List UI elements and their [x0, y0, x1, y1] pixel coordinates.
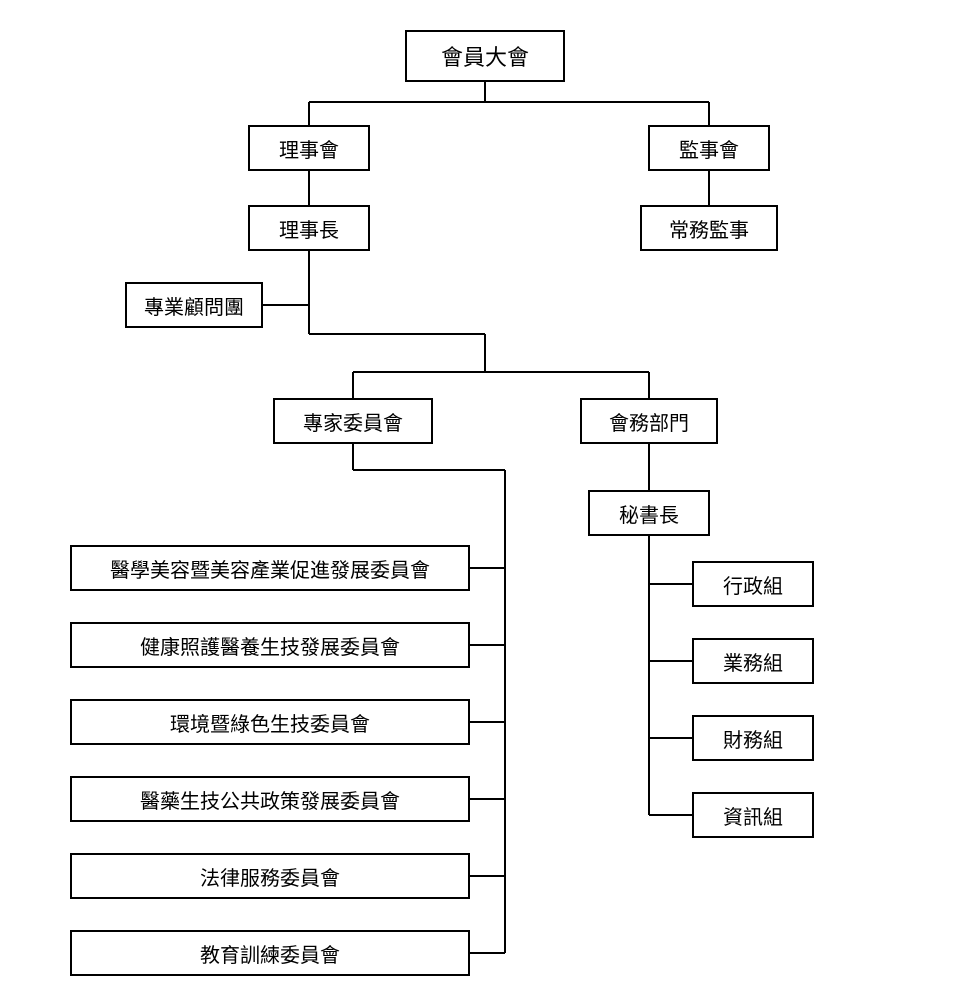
node-secretary-general: 秘書長 [588, 490, 710, 536]
node-dept-finance: 財務組 [692, 715, 814, 761]
node-label: 財務組 [723, 724, 783, 753]
node-committee-3: 環境暨綠色生技委員會 [70, 699, 470, 745]
node-standing-supervisor: 常務監事 [640, 205, 778, 251]
node-label: 秘書長 [619, 499, 679, 528]
node-label: 健康照護醫養生技發展委員會 [140, 631, 400, 660]
node-label: 專業顧問團 [144, 291, 244, 320]
node-expert-committee: 專家委員會 [273, 398, 433, 444]
node-label: 環境暨綠色生技委員會 [170, 708, 370, 737]
node-label: 專家委員會 [303, 407, 403, 436]
node-label: 理事長 [279, 214, 339, 243]
node-label: 資訊組 [723, 801, 783, 830]
node-advisory-group: 專業顧問團 [125, 282, 263, 328]
node-label: 會員大會 [441, 40, 529, 72]
connector-lines [0, 0, 962, 1000]
node-affairs-department: 會務部門 [580, 398, 718, 444]
node-dept-admin: 行政組 [692, 561, 814, 607]
node-label: 監事會 [679, 134, 739, 163]
node-general-assembly: 會員大會 [405, 30, 565, 82]
node-board-of-supervisors: 監事會 [648, 125, 770, 171]
node-label: 理事會 [279, 134, 339, 163]
node-label: 法律服務委員會 [200, 862, 340, 891]
node-committee-6: 教育訓練委員會 [70, 930, 470, 976]
node-label: 業務組 [723, 647, 783, 676]
node-label: 醫藥生技公共政策發展委員會 [140, 785, 400, 814]
node-label: 教育訓練委員會 [200, 939, 340, 968]
node-chairman: 理事長 [248, 205, 370, 251]
node-board-of-directors: 理事會 [248, 125, 370, 171]
node-label: 醫學美容暨美容產業促進發展委員會 [110, 554, 430, 583]
node-committee-2: 健康照護醫養生技發展委員會 [70, 622, 470, 668]
node-committee-4: 醫藥生技公共政策發展委員會 [70, 776, 470, 822]
node-committee-1: 醫學美容暨美容產業促進發展委員會 [70, 545, 470, 591]
node-committee-5: 法律服務委員會 [70, 853, 470, 899]
node-label: 常務監事 [669, 214, 749, 243]
node-label: 會務部門 [609, 407, 689, 436]
org-chart: 會員大會 理事會 監事會 理事長 常務監事 專業顧問團 專家委員會 會務部門 秘… [0, 0, 962, 1000]
node-label: 行政組 [723, 570, 783, 599]
node-dept-business: 業務組 [692, 638, 814, 684]
node-dept-info: 資訊組 [692, 792, 814, 838]
